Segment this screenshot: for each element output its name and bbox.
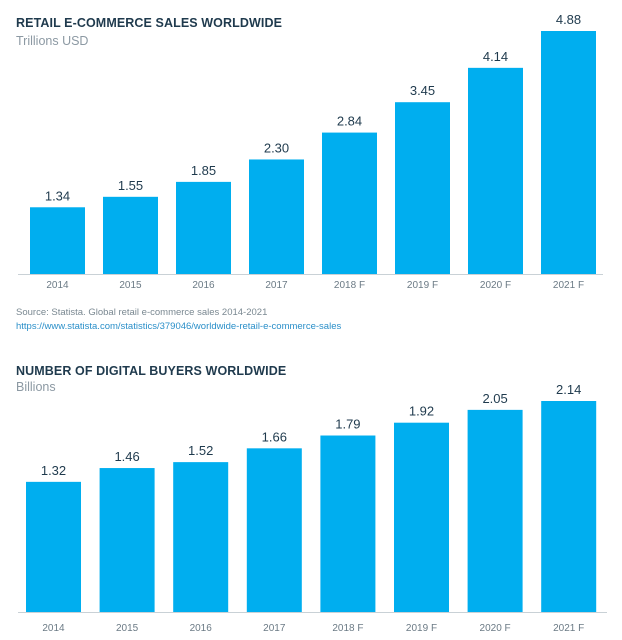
source-link[interactable]: https://www.statista.com/statistics/3790… — [16, 321, 342, 332]
x-tick-label: 2014 — [46, 280, 69, 291]
data-label: 2.05 — [482, 391, 507, 406]
data-label: 1.85 — [191, 163, 216, 178]
ecommerce-sales-bar-chart: 1.34 2014 1.55 2015 1.85 2016 2.30 2017 2.84 2018… — [18, 12, 603, 291]
bar-2017 — [249, 159, 304, 274]
data-label: 2.14 — [556, 382, 581, 397]
bar-2014 — [30, 207, 85, 274]
x-tick-label: 2020 F — [480, 623, 511, 634]
chart-title-ecommerce: RETAIL E-COMMERCE SALES WORLDWIDE — [16, 16, 283, 30]
x-tick-label: 2015 — [119, 280, 142, 291]
chart-subtitle-digital-buyers: Billions — [16, 380, 56, 394]
bar-2020-f — [467, 409, 523, 612]
x-tick-label: 2017 — [265, 280, 288, 291]
x-tick-label: 2021 F — [553, 623, 584, 634]
data-label: 1.79 — [335, 417, 360, 432]
x-tick-label: 2018 F — [334, 280, 365, 291]
data-label: 4.88 — [556, 12, 581, 27]
data-label: 4.14 — [483, 49, 508, 64]
bar-2019-f — [394, 422, 449, 612]
digital-buyers-bar-chart: 1.32 2014 1.46 2015 1.52 2016 1.66 2017 1.79 2018… — [18, 382, 607, 634]
x-tick-label: 2018 F — [332, 623, 363, 634]
bar-2019-f — [395, 102, 450, 274]
bar-2018-f — [320, 435, 376, 612]
x-tick-label: 2015 — [116, 623, 139, 634]
x-tick-label: 2016 — [192, 280, 215, 291]
x-tick-label: 2019 F — [407, 280, 438, 291]
bar-2015 — [103, 196, 158, 274]
data-label: 1.66 — [262, 429, 287, 444]
bar-2015 — [99, 468, 155, 612]
data-label: 1.32 — [41, 463, 66, 478]
bar-2018-f — [322, 132, 377, 274]
x-tick-label: 2019 F — [406, 623, 437, 634]
data-label: 2.84 — [337, 114, 362, 129]
bar-2020-f — [468, 67, 523, 274]
x-tick-label: 2016 — [190, 623, 213, 634]
data-label: 1.52 — [188, 443, 213, 458]
data-label: 1.92 — [409, 404, 434, 419]
chart-subtitle-ecommerce: Trillions USD — [16, 34, 89, 48]
data-label: 3.45 — [410, 83, 435, 98]
bar-2017 — [246, 448, 302, 612]
bar-2014 — [26, 481, 81, 612]
bar-2021-f — [541, 401, 597, 612]
source-text: Source: Statista. Global retail e-commer… — [16, 307, 268, 318]
bar-2016 — [176, 181, 231, 274]
chart-title-digital-buyers: NUMBER OF DIGITAL BUYERS WORLDWIDE — [16, 364, 287, 378]
bar-2021-f — [541, 31, 596, 274]
x-tick-label: 2014 — [42, 623, 65, 634]
bar-2016 — [173, 462, 229, 612]
data-label: 1.55 — [118, 178, 143, 193]
data-label: 2.30 — [264, 140, 289, 155]
x-tick-label: 2017 — [263, 623, 286, 634]
data-label: 1.34 — [45, 188, 70, 203]
x-tick-label: 2021 F — [553, 280, 584, 291]
x-tick-label: 2020 F — [480, 280, 511, 291]
data-label: 1.46 — [114, 449, 139, 464]
